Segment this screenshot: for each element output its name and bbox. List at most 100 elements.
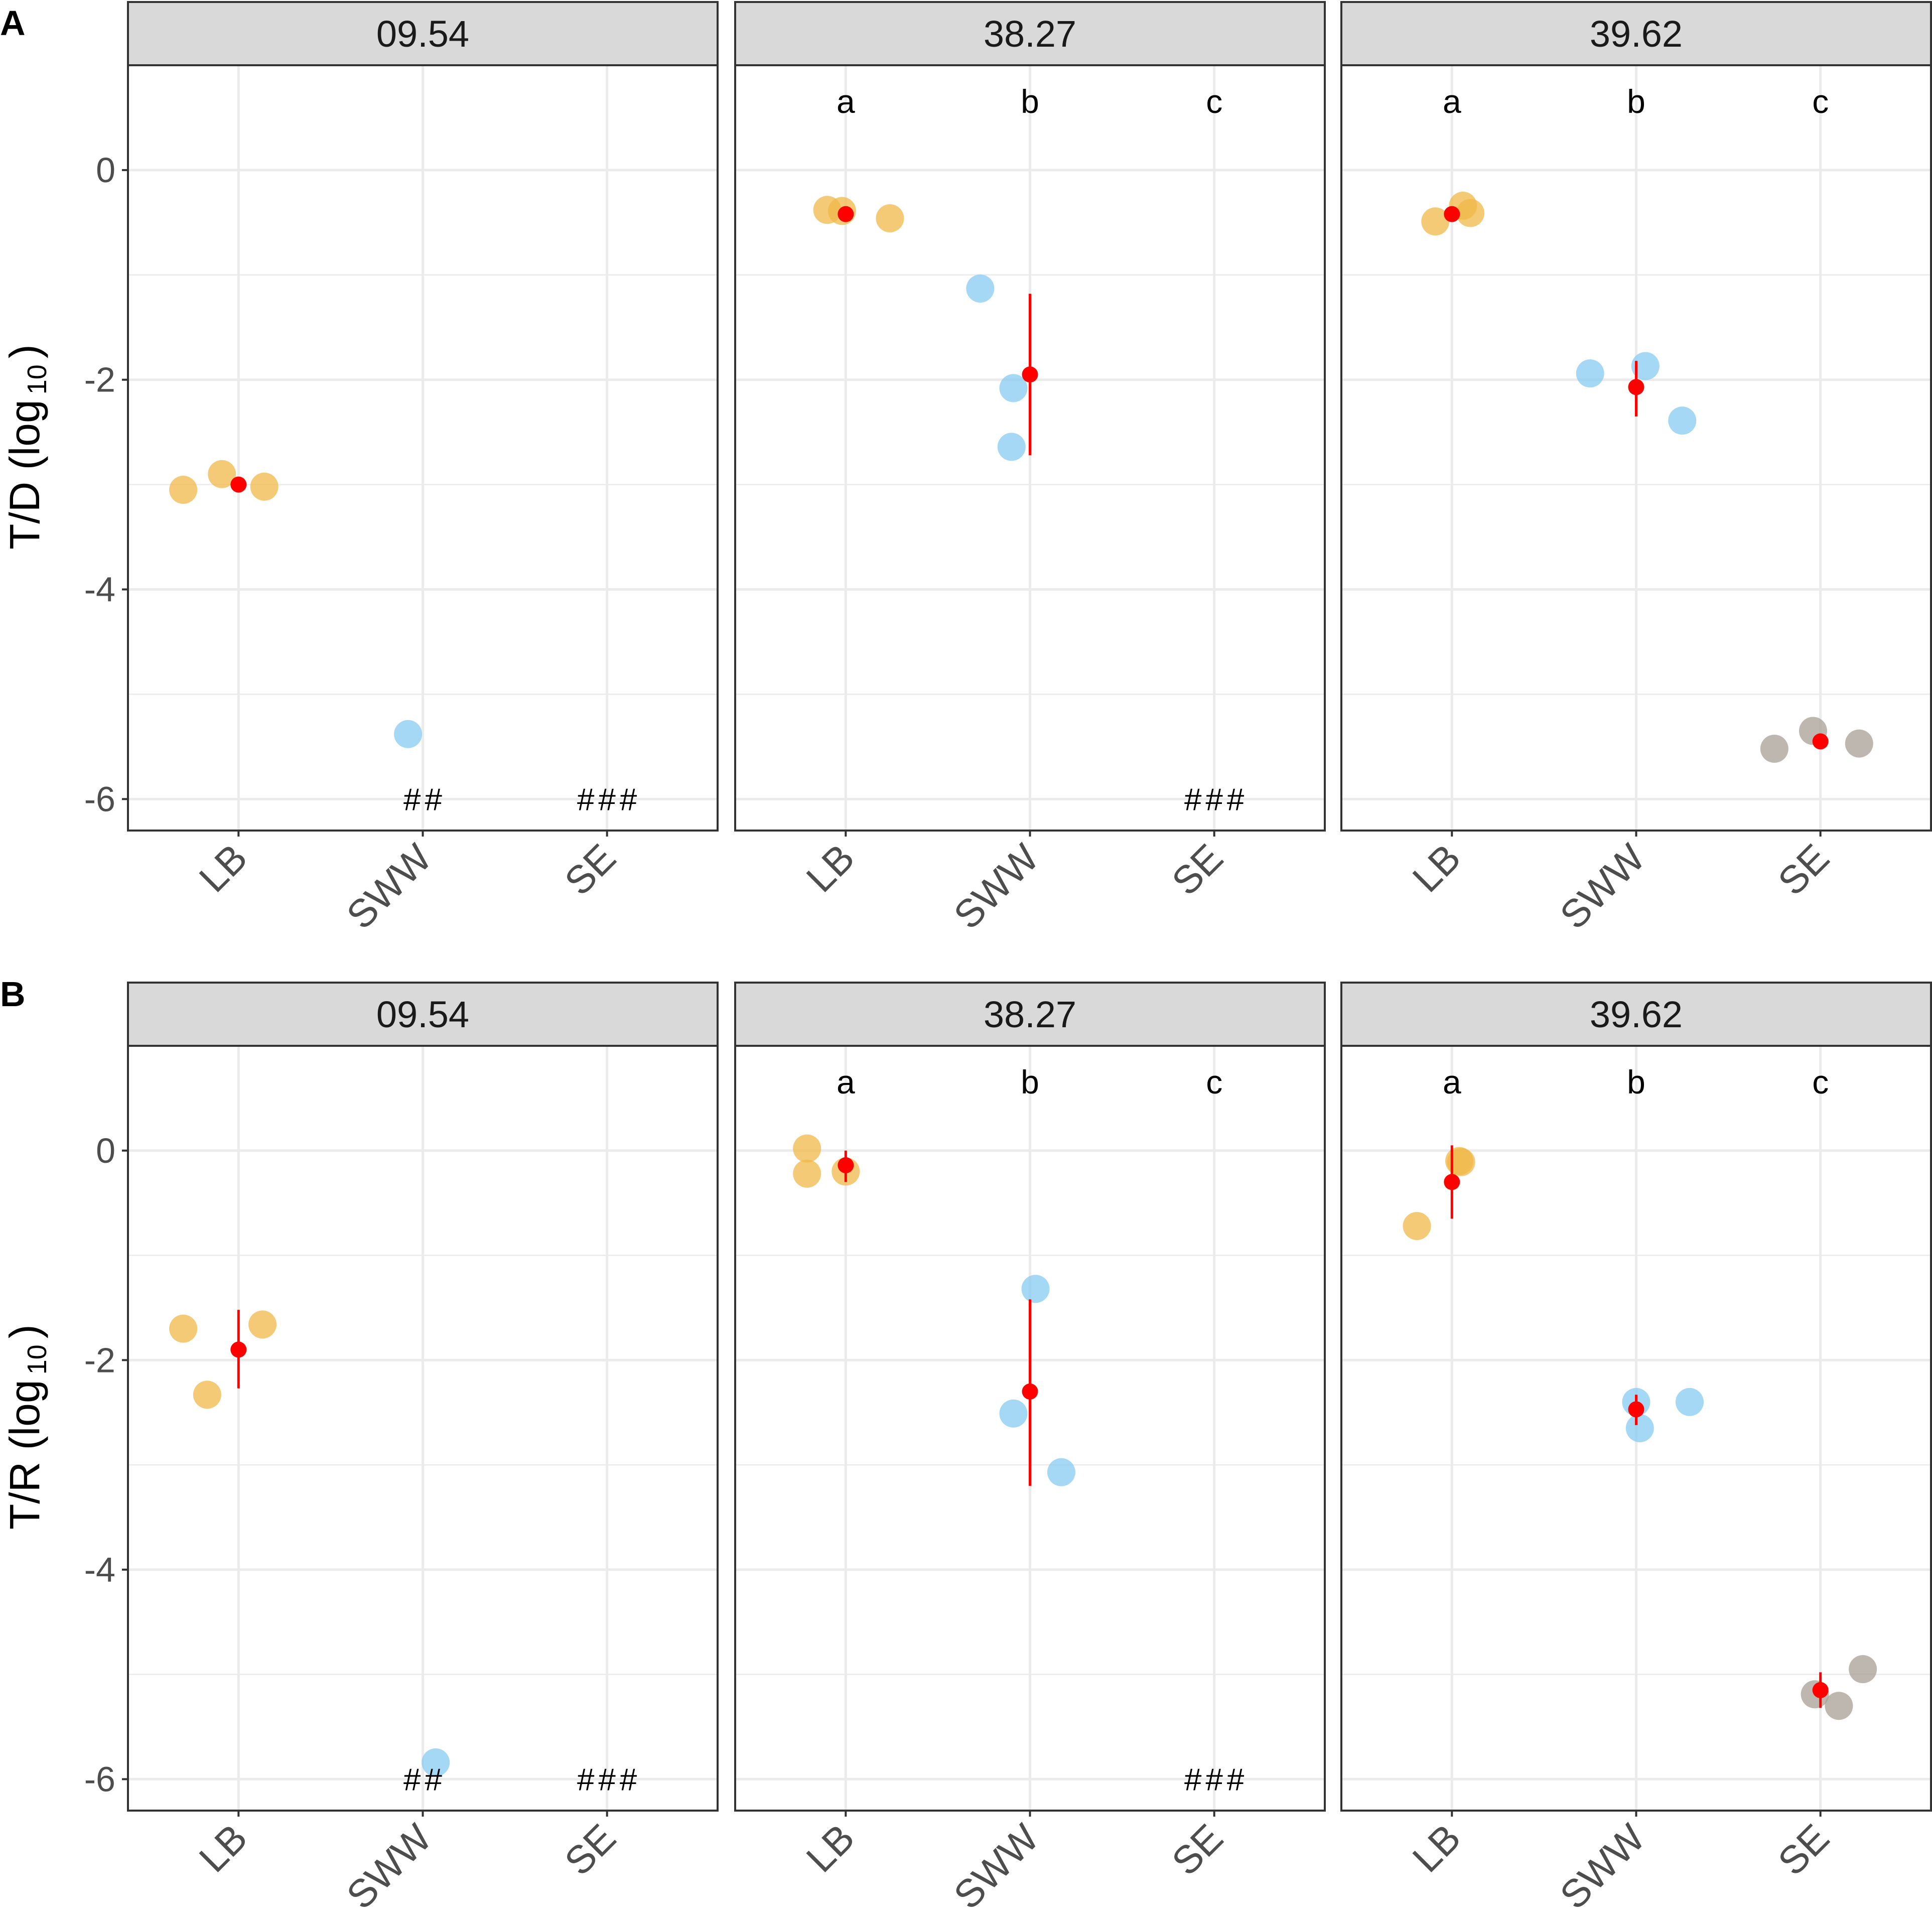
significance-letter: a — [1443, 1063, 1461, 1101]
facet-strip-label: 39.62 — [1590, 13, 1683, 55]
significance-letter: a — [837, 83, 855, 120]
data-point-sww — [997, 433, 1026, 461]
data-point-sww — [999, 1399, 1028, 1428]
mean-point — [1628, 1401, 1644, 1418]
x-tick-label: SE — [1163, 1816, 1231, 1884]
facet-38.27: 38.27 a b c ### LB SWW SE — [734, 1, 1326, 937]
facet-strip — [734, 1, 1326, 66]
x-tick-label: SWW — [338, 1816, 440, 1917]
not-detected-marker: ### — [577, 782, 641, 817]
y-tick-label: -6 — [84, 1759, 115, 1799]
y-axis-title-subscript: 10 — [22, 1344, 52, 1375]
data-point-sww — [1675, 1388, 1704, 1416]
mean-point — [1444, 206, 1460, 222]
data-point-lb — [169, 476, 198, 504]
facet-strip — [127, 1, 719, 66]
facet-39.62: 39.62 a b c LB SWW SE — [1340, 1, 1932, 937]
not-detected-marker: ### — [1184, 782, 1248, 817]
data-point-sww — [1625, 1414, 1654, 1442]
significance-letter: c — [1206, 83, 1222, 120]
facet-strip — [734, 982, 1326, 1047]
y-tick-label: -4 — [84, 570, 115, 609]
facet-strip — [1340, 1, 1932, 66]
x-tick-label: SWW — [338, 836, 440, 937]
mean-point — [838, 206, 854, 222]
significance-letter: b — [1627, 1063, 1645, 1101]
facet-strip-label: 38.27 — [984, 994, 1076, 1035]
mean-point — [230, 1341, 247, 1358]
not-detected-marker: ## — [403, 1762, 446, 1797]
data-point-lb — [1456, 199, 1485, 227]
mean-point — [230, 476, 247, 493]
panel-a: AT/D (log10)0-2-4-609.54## ###LB SWW SE38.2… — [0, 1, 1932, 937]
x-tick-label: SE — [1769, 1816, 1838, 1884]
x-tick-label: SE — [1163, 836, 1231, 904]
data-point-sww — [966, 274, 995, 303]
data-point-sww — [1047, 1458, 1075, 1486]
facet-09.54: 09.54## ###LB SWW SE — [127, 982, 719, 1917]
facet-strip-label: 39.62 — [1590, 994, 1683, 1035]
data-point-lb — [1421, 207, 1450, 236]
facet-strip-label: 09.54 — [376, 13, 469, 55]
panel-letter: A — [0, 4, 26, 43]
facet-strip — [127, 982, 719, 1047]
data-point-se — [1760, 735, 1788, 763]
x-tick-label: LB — [191, 836, 256, 901]
data-point-lb — [250, 472, 279, 501]
data-point-lb — [1447, 1148, 1475, 1176]
facet-strip-label: 09.54 — [376, 994, 469, 1035]
y-tick-label: -2 — [84, 360, 115, 399]
x-tick-label: LB — [1404, 1816, 1469, 1881]
significance-letter: b — [1627, 83, 1645, 120]
x-tick-label: SWW — [1551, 1816, 1653, 1917]
y-axis-title-subscript: 10 — [22, 364, 52, 394]
y-axis-title-close: ) — [1, 1324, 48, 1338]
data-point-sww — [1021, 1275, 1050, 1303]
mean-point — [1444, 1174, 1460, 1190]
data-point-sww — [1576, 359, 1604, 388]
facet-strip-label: 38.27 — [984, 13, 1076, 55]
mean-point — [1022, 366, 1038, 383]
data-point-lb — [248, 1310, 277, 1339]
mean-point — [1812, 733, 1829, 750]
data-point-lb — [193, 1381, 221, 1409]
significance-letter: c — [1812, 1063, 1829, 1101]
panel-letter: B — [0, 975, 26, 1014]
facet-39.62: 39.62 a b c LB SWW SE — [1340, 982, 1932, 1917]
x-tick-label: SE — [556, 1816, 624, 1884]
data-point-sww — [394, 720, 423, 748]
x-tick-label: SWW — [945, 836, 1047, 937]
significance-letter: b — [1021, 1063, 1039, 1101]
data-point-se — [1849, 1655, 1877, 1684]
y-axis-title: T/R (log 10) — [1, 1324, 52, 1530]
not-detected-marker: ## — [403, 782, 446, 817]
panel-b: BT/R (log10)0-2-4-609.54## ###LB SWW SE38.2… — [0, 975, 1932, 1917]
facet-38.27: 38.27 a b c ### LB SWW SE — [734, 982, 1326, 1917]
data-point-lb — [876, 204, 904, 232]
x-tick-label: SE — [556, 836, 624, 904]
mean-point — [1022, 1383, 1038, 1400]
significance-letter: a — [1443, 83, 1461, 120]
significance-letter: c — [1206, 1063, 1222, 1101]
x-tick-label: SWW — [1551, 836, 1653, 937]
x-tick-label: SWW — [945, 1816, 1047, 1917]
significance-letter: a — [837, 1063, 855, 1101]
y-axis-title-close: ) — [1, 344, 48, 358]
data-point-sww — [999, 374, 1028, 402]
x-tick-label: LB — [798, 836, 863, 901]
y-tick-label: -2 — [84, 1340, 115, 1380]
data-point-sww — [1631, 352, 1660, 380]
facet-09.54: 09.54## ###LB SWW SE — [127, 1, 719, 937]
mean-point — [1812, 1682, 1829, 1698]
mean-point — [838, 1157, 854, 1173]
y-tick-label: -6 — [84, 779, 115, 818]
x-tick-label: LB — [191, 1816, 256, 1881]
not-detected-marker: ### — [1184, 1762, 1248, 1797]
data-point-lb — [793, 1159, 821, 1188]
data-point-sww — [422, 1748, 450, 1776]
mean-point — [1628, 379, 1644, 395]
y-axis-title-main: T/R (log — [1, 1380, 48, 1530]
x-tick-label: LB — [1404, 836, 1469, 901]
